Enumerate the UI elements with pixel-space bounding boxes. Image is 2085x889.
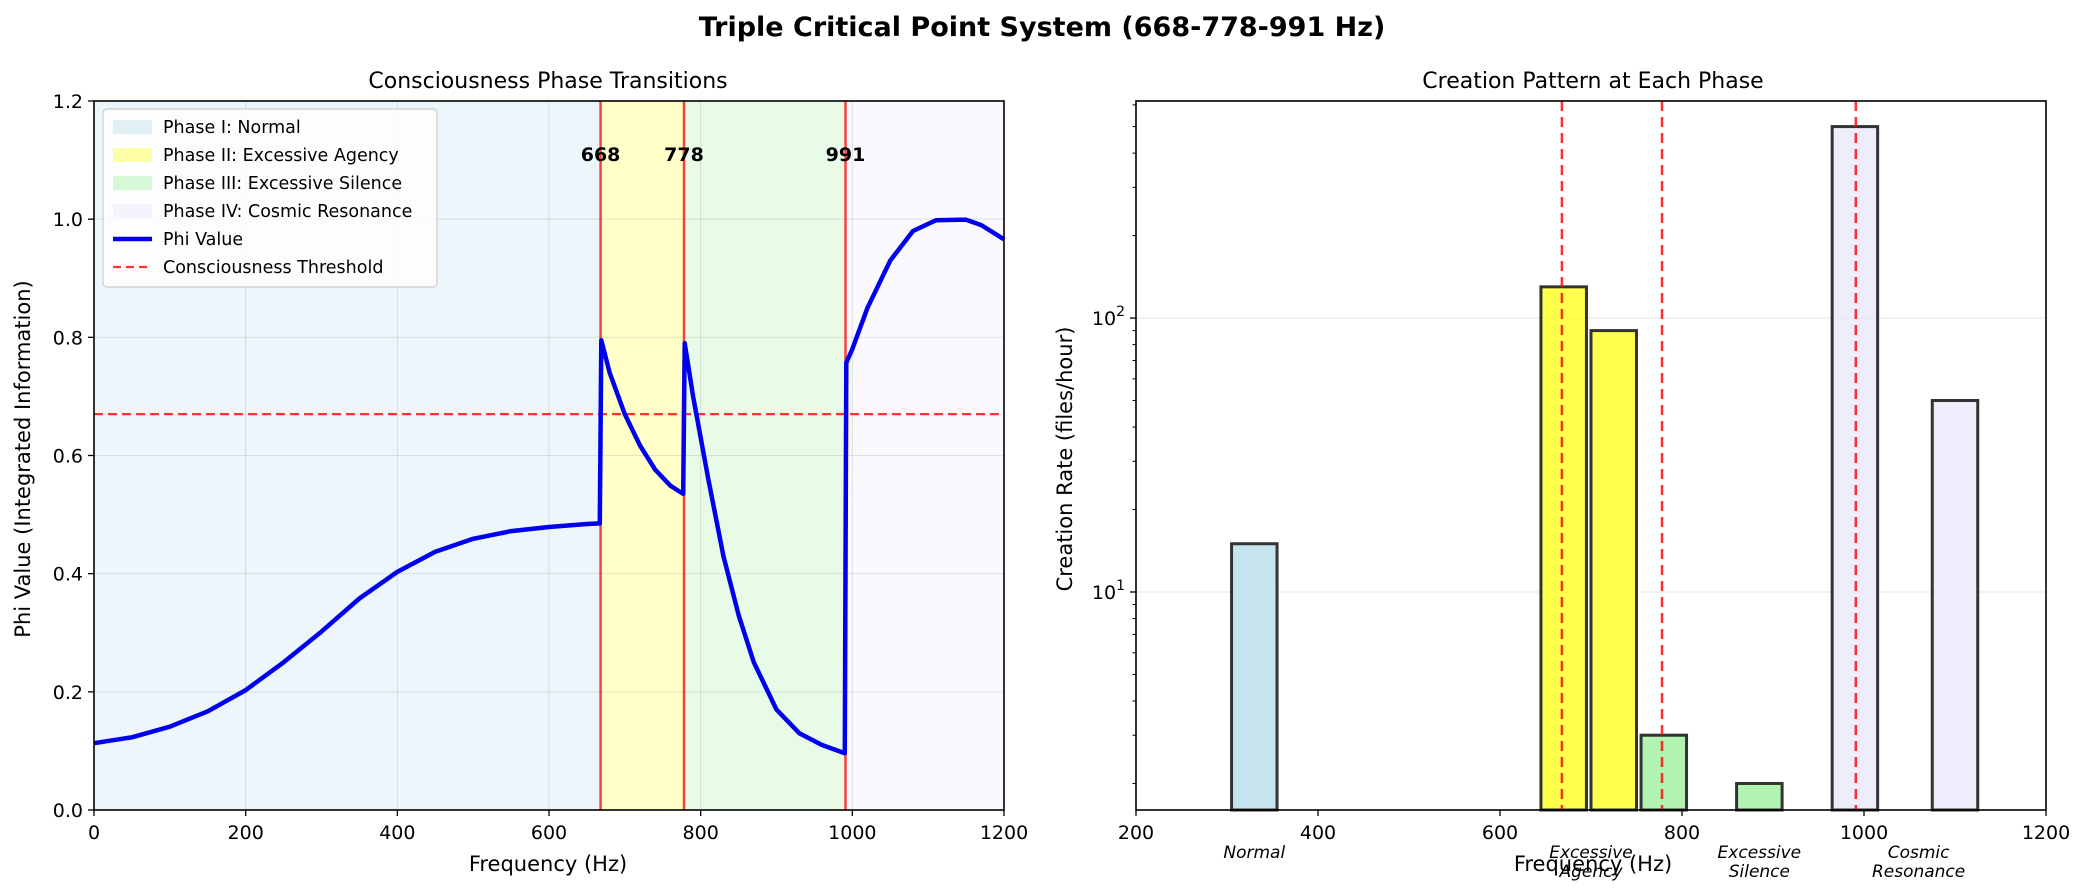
chart2-xtick-label: 1200: [2022, 822, 2070, 844]
creation-bar-4: [1639, 733, 1689, 812]
phase-caption: Excessive: [1549, 843, 1633, 863]
chart2-ytick-label: 101: [1092, 578, 1125, 604]
phase-region-3: [683, 101, 846, 810]
chart2-xtick-label: 600: [1482, 822, 1518, 844]
chart1-xtick-label: 800: [683, 822, 719, 844]
legend-box: [102, 108, 438, 288]
phase-caption: Excessive: [1718, 843, 1802, 863]
legend-swatch: [113, 204, 152, 218]
chart1-ytick-label: 0.6: [53, 446, 83, 468]
ytick-base: 10: [1092, 308, 1116, 330]
chart1-xlabel: Frequency (Hz): [469, 852, 627, 876]
chart1-xtick-label: 1200: [980, 822, 1028, 844]
chart1-xtick-label: 600: [531, 822, 567, 844]
chart2-ytick-label: 102: [1092, 304, 1125, 330]
chart1-xtick-label: 200: [228, 822, 264, 844]
chart2-xtick-label: 800: [1664, 822, 1700, 844]
chart1-ytick-label: 0.8: [53, 327, 83, 349]
legend-label: Phase I: Normal: [163, 118, 301, 138]
ytick-exponent: 2: [1116, 304, 1125, 320]
creation-bar-3: [1589, 329, 1638, 812]
legend-label: Consciousness Threshold: [163, 258, 383, 278]
chart1-title: Consciousness Phase Transitions: [368, 69, 727, 94]
chart1-ytick-label: 0.0: [53, 800, 83, 822]
creation-bar-5: [1735, 781, 1784, 812]
phi-value-line: [93, 217, 1006, 756]
chart2-title: Creation Pattern at Each Phase: [1422, 69, 1763, 94]
chart2-xtick-label: 1000: [1840, 822, 1888, 844]
chart1-ylabel: Phi Value (Integrated Information): [11, 280, 35, 637]
creation-bar-1: [1230, 542, 1279, 812]
critical-label-991: 991: [826, 144, 866, 166]
creation-bar-2: [1539, 285, 1588, 812]
legend-swatch: [113, 120, 152, 134]
legend-label: Phase II: Excessive Agency: [163, 146, 399, 166]
phase-transition-chart: Consciousness Phase Transitions Frequenc…: [11, 69, 1028, 876]
legend-label: Phase IV: Cosmic Resonance: [163, 202, 412, 222]
chart1-xtick-label: 0: [88, 822, 100, 844]
chart2-frame: [1135, 100, 2047, 811]
chart2-ylabel: Creation Rate (files/hour): [1053, 327, 1077, 592]
chart2-xlabel: Frequency (Hz): [1514, 852, 1672, 876]
creation-pattern-chart: Creation Pattern at Each Phase Frequency…: [1053, 69, 2070, 882]
phase-caption: Silence: [1729, 862, 1790, 882]
legend-label: Phi Value: [163, 230, 243, 250]
chart1-ytick-label: 0.4: [53, 564, 83, 586]
chart2-xtick-label: 200: [1118, 822, 1154, 844]
phase-caption: Normal: [1223, 843, 1285, 863]
legend-label: Phase III: Excessive Silence: [163, 174, 402, 194]
chart1-ytick-label: 1.0: [53, 209, 83, 231]
chart2-xtick-label: 400: [1300, 822, 1336, 844]
legend-swatch: [113, 148, 152, 162]
phase-region-4: [845, 101, 1004, 810]
ytick-exponent: 1: [1116, 578, 1125, 594]
ytick-base: 10: [1092, 582, 1116, 604]
chart1-xtick-label: 1000: [828, 822, 876, 844]
phase-caption: Resonance: [1872, 862, 1965, 882]
legend-swatch: [113, 176, 152, 190]
chart1-xtick-label: 400: [379, 822, 415, 844]
figure-suptitle: Triple Critical Point System (668-778-99…: [699, 12, 1386, 43]
phase-caption: Agency: [1558, 862, 1623, 882]
creation-bar-7: [1930, 399, 1980, 812]
phase-caption: Cosmic: [1888, 843, 1950, 863]
critical-label-778: 778: [664, 144, 704, 166]
phase-region-2: [600, 101, 684, 810]
critical-label-668: 668: [581, 144, 621, 166]
chart1-ytick-label: 1.2: [53, 91, 83, 113]
chart1-legend: Phase I: Normal Phase II: Excessive Agenc…: [102, 108, 438, 288]
chart1-ytick-label: 0.2: [53, 682, 83, 704]
